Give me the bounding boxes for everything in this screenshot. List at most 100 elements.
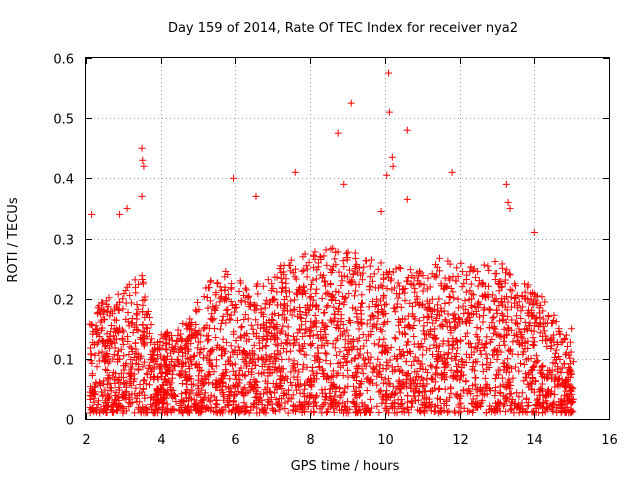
scatter-point xyxy=(107,322,115,330)
scatter-point xyxy=(342,293,350,301)
scatter-point xyxy=(504,355,512,363)
scatter-point xyxy=(341,355,349,363)
scatter-point xyxy=(480,261,488,269)
scatter-point xyxy=(354,337,362,345)
scatter-point xyxy=(433,358,441,366)
scatter-point xyxy=(226,353,234,361)
scatter-point xyxy=(284,323,292,331)
scatter-point xyxy=(508,316,516,324)
chart-title: Day 159 of 2014, Rate Of TEC Index for r… xyxy=(168,21,518,36)
scatter-point xyxy=(126,343,134,351)
scatter-point xyxy=(295,346,303,354)
scatter-point xyxy=(290,296,298,304)
data-points xyxy=(86,69,577,417)
scatter-point xyxy=(219,335,227,343)
scatter-point xyxy=(149,365,157,373)
scatter-point xyxy=(309,264,317,272)
scatter-point xyxy=(414,277,422,285)
scatter-point xyxy=(204,304,212,312)
scatter-point xyxy=(101,398,109,406)
scatter-point xyxy=(453,264,461,272)
scatter-point xyxy=(454,295,462,303)
scatter-point xyxy=(447,383,455,391)
scatter-point xyxy=(552,346,560,354)
scatter-point xyxy=(515,367,523,375)
scatter-point xyxy=(254,321,262,329)
scatter-point xyxy=(101,366,109,374)
scatter-point xyxy=(379,342,387,350)
scatter-point xyxy=(432,273,440,281)
scatter-point xyxy=(450,407,458,415)
scatter-point xyxy=(515,325,523,333)
scatter-point xyxy=(395,367,403,375)
scatter-point xyxy=(350,342,358,350)
scatter-point xyxy=(291,366,299,374)
scatter-point xyxy=(471,380,479,388)
scatter-point xyxy=(307,293,315,301)
scatter-point xyxy=(340,263,348,271)
scatter-point xyxy=(98,348,106,356)
scatter-point xyxy=(329,340,337,348)
scatter-point xyxy=(245,409,253,417)
scatter-point xyxy=(504,313,512,321)
scatter-point xyxy=(428,295,436,303)
scatter-point xyxy=(441,299,449,307)
scatter-point xyxy=(497,332,505,340)
scatter-point xyxy=(403,277,411,285)
scatter-point xyxy=(323,303,331,311)
scatter-point xyxy=(442,317,450,325)
scatter-point xyxy=(465,407,473,415)
scatter-point xyxy=(287,256,295,264)
scatter-point xyxy=(482,339,490,347)
scatter-point xyxy=(322,357,330,365)
scatter-point xyxy=(351,292,359,300)
scatter-point xyxy=(503,266,511,274)
scatter-point xyxy=(423,369,431,377)
scatter-point xyxy=(466,340,474,348)
scatter-point xyxy=(143,324,151,332)
scatter-point xyxy=(344,332,352,340)
scatter-point xyxy=(337,281,345,289)
scatter-point xyxy=(375,336,383,344)
scatter-point xyxy=(353,313,361,321)
scatter-point xyxy=(252,316,260,324)
scatter-point xyxy=(533,292,541,300)
scatter-point xyxy=(306,294,314,302)
scatter-point xyxy=(420,382,428,390)
scatter-point xyxy=(366,273,374,281)
scatter-point xyxy=(381,301,389,309)
scatter-point xyxy=(473,323,481,331)
scatter-point xyxy=(216,283,224,291)
scatter-point xyxy=(484,262,492,270)
scatter-point xyxy=(138,388,146,396)
scatter-point xyxy=(119,295,127,303)
scatter-point xyxy=(441,316,449,324)
scatter-point xyxy=(314,344,322,352)
y-tick-label: 0.4 xyxy=(53,173,74,188)
scatter-point xyxy=(270,350,278,358)
scatter-point xyxy=(200,325,208,333)
scatter-point xyxy=(89,370,97,378)
scatter-point xyxy=(530,362,538,370)
scatter-point xyxy=(163,346,171,354)
scatter-point xyxy=(111,305,119,313)
scatter-point xyxy=(212,334,220,342)
scatter-point xyxy=(539,315,547,323)
scatter-point xyxy=(456,316,464,324)
x-tick-label: 12 xyxy=(452,433,469,448)
scatter-point xyxy=(509,338,517,346)
scatter-point xyxy=(379,364,387,372)
scatter-point xyxy=(343,273,351,281)
scatter-point xyxy=(290,305,298,313)
scatter-point xyxy=(132,384,140,392)
scatter-point xyxy=(251,393,259,401)
scatter-point xyxy=(323,350,331,358)
scatter-point xyxy=(129,329,137,337)
scatter-point xyxy=(525,299,533,307)
scatter-point xyxy=(198,386,206,394)
scatter-point xyxy=(223,339,231,347)
scatter-point xyxy=(445,293,453,301)
scatter-point xyxy=(109,373,117,381)
scatter-point xyxy=(326,360,334,368)
scatter-point xyxy=(292,386,300,394)
